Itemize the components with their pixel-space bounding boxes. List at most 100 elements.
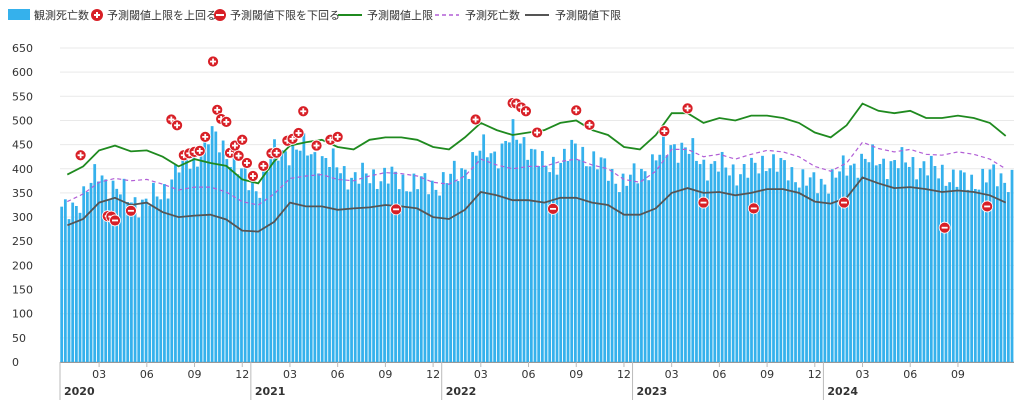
marker-bar-horizontal: [393, 208, 400, 211]
above-upper-marker: [241, 157, 253, 169]
x-tick-label-year: 2021: [255, 385, 286, 398]
observed-bar: [199, 155, 203, 362]
y-tick-label: 300: [12, 211, 33, 224]
observed-bar: [717, 171, 720, 362]
legend-item-lower[interactable]: 予測閾値下限: [525, 8, 621, 22]
observed-bar: [493, 151, 497, 362]
observed-bar: [482, 134, 486, 362]
legend-label-expected: 予測死亡数: [465, 8, 520, 22]
observed-bar: [152, 182, 155, 362]
marker-bar-vertical: [220, 116, 223, 123]
observed-bar: [467, 178, 471, 362]
legend-item-upper[interactable]: 予測閾値上限: [338, 8, 433, 22]
legend-item-observed[interactable]: 観測死亡数: [8, 8, 89, 22]
observed-bar: [67, 219, 71, 362]
observed-bar: [463, 169, 467, 362]
marker-bar-vertical: [170, 116, 173, 123]
observed-bar: [210, 126, 214, 363]
observed-bar: [412, 173, 416, 362]
legend-item-expected[interactable]: 予測死亡数: [435, 8, 520, 22]
below-lower-marker: [938, 221, 951, 234]
observed-bar: [757, 173, 761, 362]
marker-bar-vertical: [198, 147, 201, 154]
observed-bar: [474, 155, 478, 362]
observed-bar: [529, 148, 533, 362]
x-tick-label-month: 09: [760, 368, 774, 381]
observed-bar: [434, 189, 438, 362]
observed-bar: [651, 154, 654, 362]
observed-bar: [82, 186, 86, 362]
observed-bar: [742, 163, 746, 362]
observed-bar: [849, 165, 852, 362]
observed-bar: [808, 177, 812, 362]
x-tick-label-month: 06: [903, 368, 917, 381]
x-tick-label-month: 09: [569, 368, 583, 381]
observed-bar: [441, 172, 445, 362]
observed-bar: [287, 165, 291, 362]
observed-bar: [526, 159, 530, 362]
observed-bar: [687, 153, 691, 362]
legend-item-below-lower[interactable]: 予測閾値下限を下回る: [214, 8, 340, 22]
observed-bar: [585, 166, 588, 362]
observed-bar: [922, 161, 926, 362]
observed-bar: [74, 205, 78, 362]
observed-bar: [783, 160, 786, 362]
marker-bar-vertical: [525, 108, 527, 115]
observed-bar: [966, 189, 970, 362]
observed-bar: [610, 168, 614, 362]
marker-bar-horizontal: [700, 201, 707, 204]
observed-bar: [794, 182, 797, 362]
observed-bar: [871, 144, 874, 362]
observed-bar: [449, 173, 453, 362]
x-tick-label-month: 09: [951, 368, 965, 381]
observed-bar: [654, 160, 658, 362]
observed-bar: [126, 202, 130, 362]
observed-bar: [247, 190, 251, 362]
x-tick-label-month: 09: [378, 368, 392, 381]
marker-bar-vertical: [297, 130, 300, 137]
x-tick-label-month: 03: [474, 368, 488, 381]
observed-bar: [893, 160, 896, 362]
observed-bar: [812, 172, 816, 362]
above-upper-marker: [469, 113, 482, 126]
marker-bar-vertical: [234, 142, 236, 149]
observed-bar: [566, 160, 570, 362]
observed-bar: [485, 157, 489, 362]
above-upper-marker: [257, 159, 270, 172]
observed-bar: [111, 180, 115, 362]
observed-bar: [401, 174, 405, 362]
observed-bar: [676, 162, 680, 362]
y-tick-label: 50: [12, 332, 26, 345]
observed-bar: [313, 152, 317, 362]
marker-bar-vertical: [229, 149, 231, 156]
observed-bar: [375, 188, 379, 362]
x-tick-label-month: 03: [856, 368, 870, 381]
series-line-lower: [66, 176, 1007, 233]
observed-bar: [647, 180, 651, 362]
above-upper-marker: [681, 102, 694, 115]
observed-bar: [709, 163, 713, 362]
marker-bar-horizontal: [112, 219, 119, 222]
observed-bar: [551, 156, 555, 362]
observed-bars: [60, 119, 1014, 363]
marker-bar-vertical: [237, 152, 240, 159]
observed-bar: [915, 179, 918, 362]
observed-bar: [243, 166, 247, 362]
observed-bar: [695, 160, 698, 362]
above-upper-marker: [220, 116, 233, 128]
observed-bar: [265, 171, 269, 362]
observed-bar: [834, 177, 838, 362]
legend-label-observed: 観測死亡数: [34, 8, 89, 22]
observed-bar: [698, 164, 702, 362]
observed-bar: [555, 174, 559, 362]
below-lower-marker: [109, 214, 121, 227]
observed-bar: [364, 173, 368, 362]
legend-item-above-upper[interactable]: 予測閾値上限を上回る: [91, 8, 217, 22]
x-tick-label-year: 2023: [637, 385, 668, 398]
observed-bar: [460, 168, 464, 362]
marker-bar-horizontal: [750, 207, 757, 210]
below-lower-marker: [697, 196, 710, 209]
above-upper-marker: [531, 126, 544, 139]
below-lower-marker: [547, 202, 559, 215]
